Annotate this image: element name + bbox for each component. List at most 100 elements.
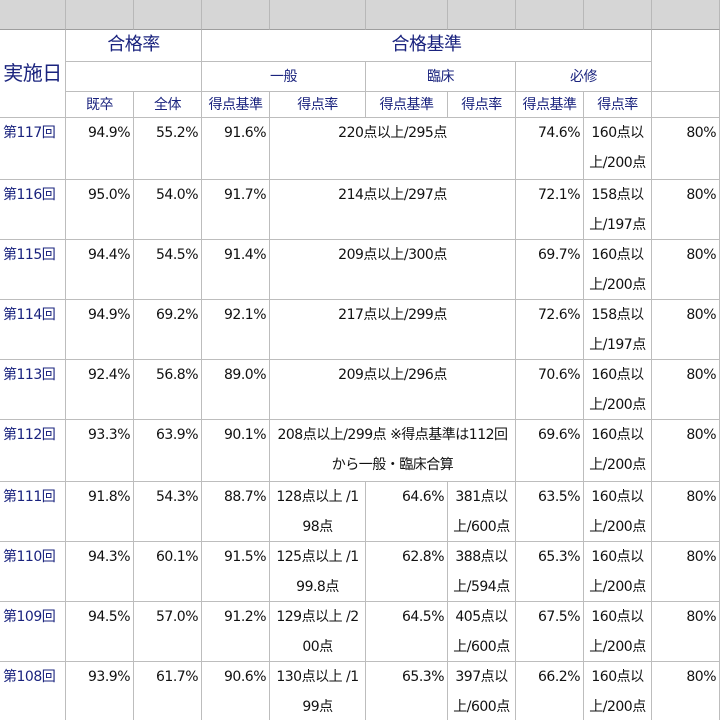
table-cell: 80%: [652, 602, 720, 662]
table-cell: 208点以上/299点 ※得点基準は112回から一般・臨床合算: [270, 420, 516, 482]
table-cell: 94.3%: [66, 542, 134, 602]
table-cell: 第117回: [0, 118, 66, 180]
table-cell: 93.9%: [66, 662, 134, 720]
table-cell: 72.6%: [516, 300, 584, 360]
table-cell: 80%: [652, 420, 720, 482]
table-cell: 94.5%: [66, 602, 134, 662]
column-header-strip: [448, 0, 516, 30]
header-blank: [652, 30, 720, 92]
table-cell: 57.0%: [134, 602, 202, 662]
table-cell: 158点以上/197点: [584, 300, 652, 360]
column-header-strip: [202, 0, 270, 30]
table-cell: 70.6%: [516, 360, 584, 420]
header-date: 実施日: [0, 30, 66, 118]
table-cell: 91.2%: [202, 602, 270, 662]
table-cell: 63.5%: [516, 482, 584, 542]
column-header-strip: [652, 0, 720, 30]
table-cell: 80%: [652, 662, 720, 720]
table-cell: 54.3%: [134, 482, 202, 542]
table-cell: 160点以上/200点: [584, 240, 652, 300]
header-general: 一般: [202, 62, 366, 92]
table-cell: 209点以上/300点: [270, 240, 516, 300]
table-cell: 第113回: [0, 360, 66, 420]
table-cell: 第110回: [0, 542, 66, 602]
table-cell: 94.9%: [66, 118, 134, 180]
table-cell: 66.2%: [516, 662, 584, 720]
table-cell: 92.4%: [66, 360, 134, 420]
table-cell: 62.8%: [366, 542, 448, 602]
table-cell: 67.5%: [516, 602, 584, 662]
table-cell: 95.0%: [66, 180, 134, 240]
table-cell: 91.6%: [202, 118, 270, 180]
table-cell: 381点以上/600点: [448, 482, 516, 542]
table-cell: 54.0%: [134, 180, 202, 240]
sub-header: 得点基準: [202, 92, 270, 118]
header-blank: [66, 62, 202, 92]
table-cell: 64.5%: [366, 602, 448, 662]
table-cell: 90.1%: [202, 420, 270, 482]
table-cell: 91.7%: [202, 180, 270, 240]
table-cell: 80%: [652, 360, 720, 420]
table-cell: 55.2%: [134, 118, 202, 180]
table-cell: 63.9%: [134, 420, 202, 482]
sub-header: 得点率: [448, 92, 516, 118]
table-cell: 65.3%: [516, 542, 584, 602]
table-cell: 220点以上/295点: [270, 118, 516, 180]
table-cell: 217点以上/299点: [270, 300, 516, 360]
table-cell: 160点以上/200点: [584, 360, 652, 420]
table-cell: 209点以上/296点: [270, 360, 516, 420]
header-required: 必修: [516, 62, 652, 92]
header-blank: [652, 92, 720, 118]
table-cell: 80%: [652, 180, 720, 240]
table-cell: 56.8%: [134, 360, 202, 420]
table-cell: 69.2%: [134, 300, 202, 360]
table-cell: 60.1%: [134, 542, 202, 602]
table-cell: 214点以上/297点: [270, 180, 516, 240]
column-header-strip: [584, 0, 652, 30]
table-cell: 74.6%: [516, 118, 584, 180]
header-criteria: 合格基準: [202, 30, 652, 62]
table-cell: 388点以上/594点: [448, 542, 516, 602]
table-cell: 92.1%: [202, 300, 270, 360]
table-cell: 91.4%: [202, 240, 270, 300]
table-cell: 80%: [652, 542, 720, 602]
table-cell: 90.6%: [202, 662, 270, 720]
column-header-strip: [270, 0, 366, 30]
header-clinical: 臨床: [366, 62, 516, 92]
table-cell: 69.6%: [516, 420, 584, 482]
table-cell: 160点以上/200点: [584, 602, 652, 662]
table-cell: 89.0%: [202, 360, 270, 420]
table-cell: 160点以上/200点: [584, 118, 652, 180]
table-cell: 405点以上/600点: [448, 602, 516, 662]
table-cell: 第109回: [0, 602, 66, 662]
sub-header: 全体: [134, 92, 202, 118]
sub-header: 得点基準: [516, 92, 584, 118]
sub-header: 得点率: [584, 92, 652, 118]
table-cell: 第115回: [0, 240, 66, 300]
table-cell: 94.4%: [66, 240, 134, 300]
table-cell: 第108回: [0, 662, 66, 720]
table-cell: 91.8%: [66, 482, 134, 542]
table-cell: 69.7%: [516, 240, 584, 300]
table-cell: 129点以上 /200点: [270, 602, 366, 662]
table-cell: 160点以上/200点: [584, 420, 652, 482]
column-header-strip: [134, 0, 202, 30]
table-cell: 72.1%: [516, 180, 584, 240]
table-cell: 第114回: [0, 300, 66, 360]
table-cell: 397点以上/600点: [448, 662, 516, 720]
table-cell: 65.3%: [366, 662, 448, 720]
table-cell: 80%: [652, 240, 720, 300]
table-cell: 80%: [652, 482, 720, 542]
table-cell: 94.9%: [66, 300, 134, 360]
table-cell: 130点以上 /199点: [270, 662, 366, 720]
table-cell: 128点以上 /198点: [270, 482, 366, 542]
table-cell: 第111回: [0, 482, 66, 542]
table-cell: 64.6%: [366, 482, 448, 542]
table-cell: 88.7%: [202, 482, 270, 542]
column-header-strip: [516, 0, 584, 30]
table-cell: 61.7%: [134, 662, 202, 720]
table-cell: 91.5%: [202, 542, 270, 602]
table-cell: 93.3%: [66, 420, 134, 482]
sub-header: 得点率: [270, 92, 366, 118]
